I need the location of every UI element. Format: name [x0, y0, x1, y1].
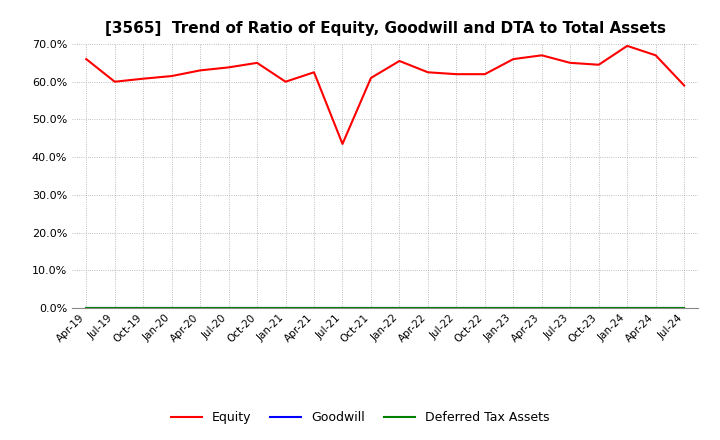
- Goodwill: [595, 305, 603, 311]
- Equity: [338, 141, 347, 147]
- Deferred Tax Assets: [253, 305, 261, 311]
- Goodwill: [652, 305, 660, 311]
- Deferred Tax Assets: [225, 305, 233, 311]
- Deferred Tax Assets: [623, 305, 631, 311]
- Equity: [509, 56, 518, 62]
- Deferred Tax Assets: [282, 305, 290, 311]
- Equity: [652, 53, 660, 58]
- Equity: [423, 70, 432, 75]
- Goodwill: [110, 305, 119, 311]
- Deferred Tax Assets: [652, 305, 660, 311]
- Equity: [395, 59, 404, 64]
- Goodwill: [310, 305, 318, 311]
- Equity: [310, 70, 318, 75]
- Deferred Tax Assets: [595, 305, 603, 311]
- Deferred Tax Assets: [366, 305, 375, 311]
- Goodwill: [196, 305, 204, 311]
- Goodwill: [225, 305, 233, 311]
- Equity: [537, 53, 546, 58]
- Deferred Tax Assets: [680, 305, 688, 311]
- Goodwill: [167, 305, 176, 311]
- Equity: [595, 62, 603, 67]
- Deferred Tax Assets: [537, 305, 546, 311]
- Goodwill: [537, 305, 546, 311]
- Equity: [167, 73, 176, 79]
- Goodwill: [623, 305, 631, 311]
- Deferred Tax Assets: [423, 305, 432, 311]
- Equity: [623, 43, 631, 48]
- Legend: Equity, Goodwill, Deferred Tax Assets: Equity, Goodwill, Deferred Tax Assets: [166, 407, 554, 429]
- Goodwill: [139, 305, 148, 311]
- Deferred Tax Assets: [480, 305, 489, 311]
- Goodwill: [395, 305, 404, 311]
- Deferred Tax Assets: [139, 305, 148, 311]
- Equity: [253, 60, 261, 66]
- Goodwill: [680, 305, 688, 311]
- Deferred Tax Assets: [566, 305, 575, 311]
- Goodwill: [253, 305, 261, 311]
- Equity: [225, 65, 233, 70]
- Equity: [282, 79, 290, 84]
- Equity: [452, 72, 461, 77]
- Deferred Tax Assets: [509, 305, 518, 311]
- Goodwill: [282, 305, 290, 311]
- Equity: [480, 72, 489, 77]
- Deferred Tax Assets: [196, 305, 204, 311]
- Equity: [82, 56, 91, 62]
- Goodwill: [509, 305, 518, 311]
- Equity: [366, 75, 375, 81]
- Goodwill: [423, 305, 432, 311]
- Title: [3565]  Trend of Ratio of Equity, Goodwill and DTA to Total Assets: [3565] Trend of Ratio of Equity, Goodwil…: [104, 21, 666, 36]
- Goodwill: [452, 305, 461, 311]
- Deferred Tax Assets: [310, 305, 318, 311]
- Deferred Tax Assets: [110, 305, 119, 311]
- Equity: [566, 60, 575, 66]
- Goodwill: [566, 305, 575, 311]
- Equity: [196, 68, 204, 73]
- Goodwill: [82, 305, 91, 311]
- Deferred Tax Assets: [452, 305, 461, 311]
- Goodwill: [480, 305, 489, 311]
- Line: Equity: Equity: [86, 46, 684, 144]
- Deferred Tax Assets: [82, 305, 91, 311]
- Deferred Tax Assets: [395, 305, 404, 311]
- Equity: [110, 79, 119, 84]
- Equity: [680, 83, 688, 88]
- Deferred Tax Assets: [167, 305, 176, 311]
- Goodwill: [366, 305, 375, 311]
- Equity: [139, 76, 148, 81]
- Deferred Tax Assets: [338, 305, 347, 311]
- Goodwill: [338, 305, 347, 311]
